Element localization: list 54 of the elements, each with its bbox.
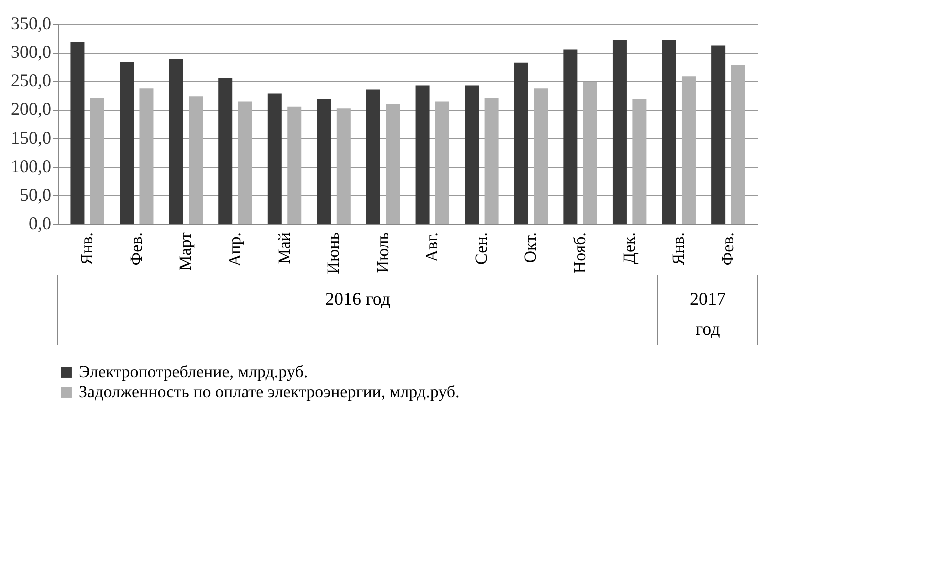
bar [682,76,696,224]
x-tick-label: Апр. [225,232,244,267]
bar [366,90,380,224]
y-tick-label: 350,0 [11,14,52,34]
x-tick-label: Авг. [422,232,442,262]
bar [632,99,647,224]
x-tick-label: Дек. [620,232,639,264]
legend-label: Задолженность по оплате электроэнергии, млрд.руб. [79,382,460,402]
y-tick-label: 200,0 [11,99,52,120]
x-tick-label: Янв. [78,232,97,266]
y-tick-label: 100,0 [11,156,52,176]
bar [514,62,528,224]
bar [662,40,676,224]
y-tick-label: 300,0 [11,42,52,62]
x-tick-label: Июль [373,232,392,274]
bar [436,102,450,224]
x-tick-label: Май [274,232,294,264]
bar [465,86,480,224]
x-tick-label: Фев. [126,232,146,266]
legend-label: Электропотребление, млрд.руб. [79,362,308,382]
x-tick-label: Сен. [472,232,491,265]
text: 2016 год [325,289,391,309]
text: 2017 год [690,289,726,339]
bar [238,102,252,224]
x-tick-label: Июнь [324,232,344,274]
x-tick-label: Март [176,232,196,271]
x-tick-label: Фев. [718,232,738,266]
y-tick-label: 250,0 [11,70,52,91]
y-tick-label: 150,0 [11,128,52,148]
bar [484,98,499,224]
x-tick-label: Окт. [521,232,540,264]
bar [731,65,746,224]
bar [386,104,400,224]
bar [534,88,548,224]
bar [336,108,351,224]
bar [612,40,627,224]
bar [140,88,154,224]
bar [564,50,578,224]
bar [288,106,302,224]
bar [317,99,332,224]
x-tick-label: Янв. [669,232,688,266]
bar [218,78,233,224]
y-tick-label: 50,0 [20,184,52,205]
x-tick-label: Нояб. [570,232,590,274]
y-tick-label: 0,0 [29,214,52,234]
bar [189,96,204,224]
bar [416,86,430,224]
bar [169,59,184,224]
bar [90,98,104,224]
bar [583,82,598,224]
bar [268,94,282,224]
bar [70,42,85,224]
bar [120,62,134,224]
bar [712,46,726,224]
